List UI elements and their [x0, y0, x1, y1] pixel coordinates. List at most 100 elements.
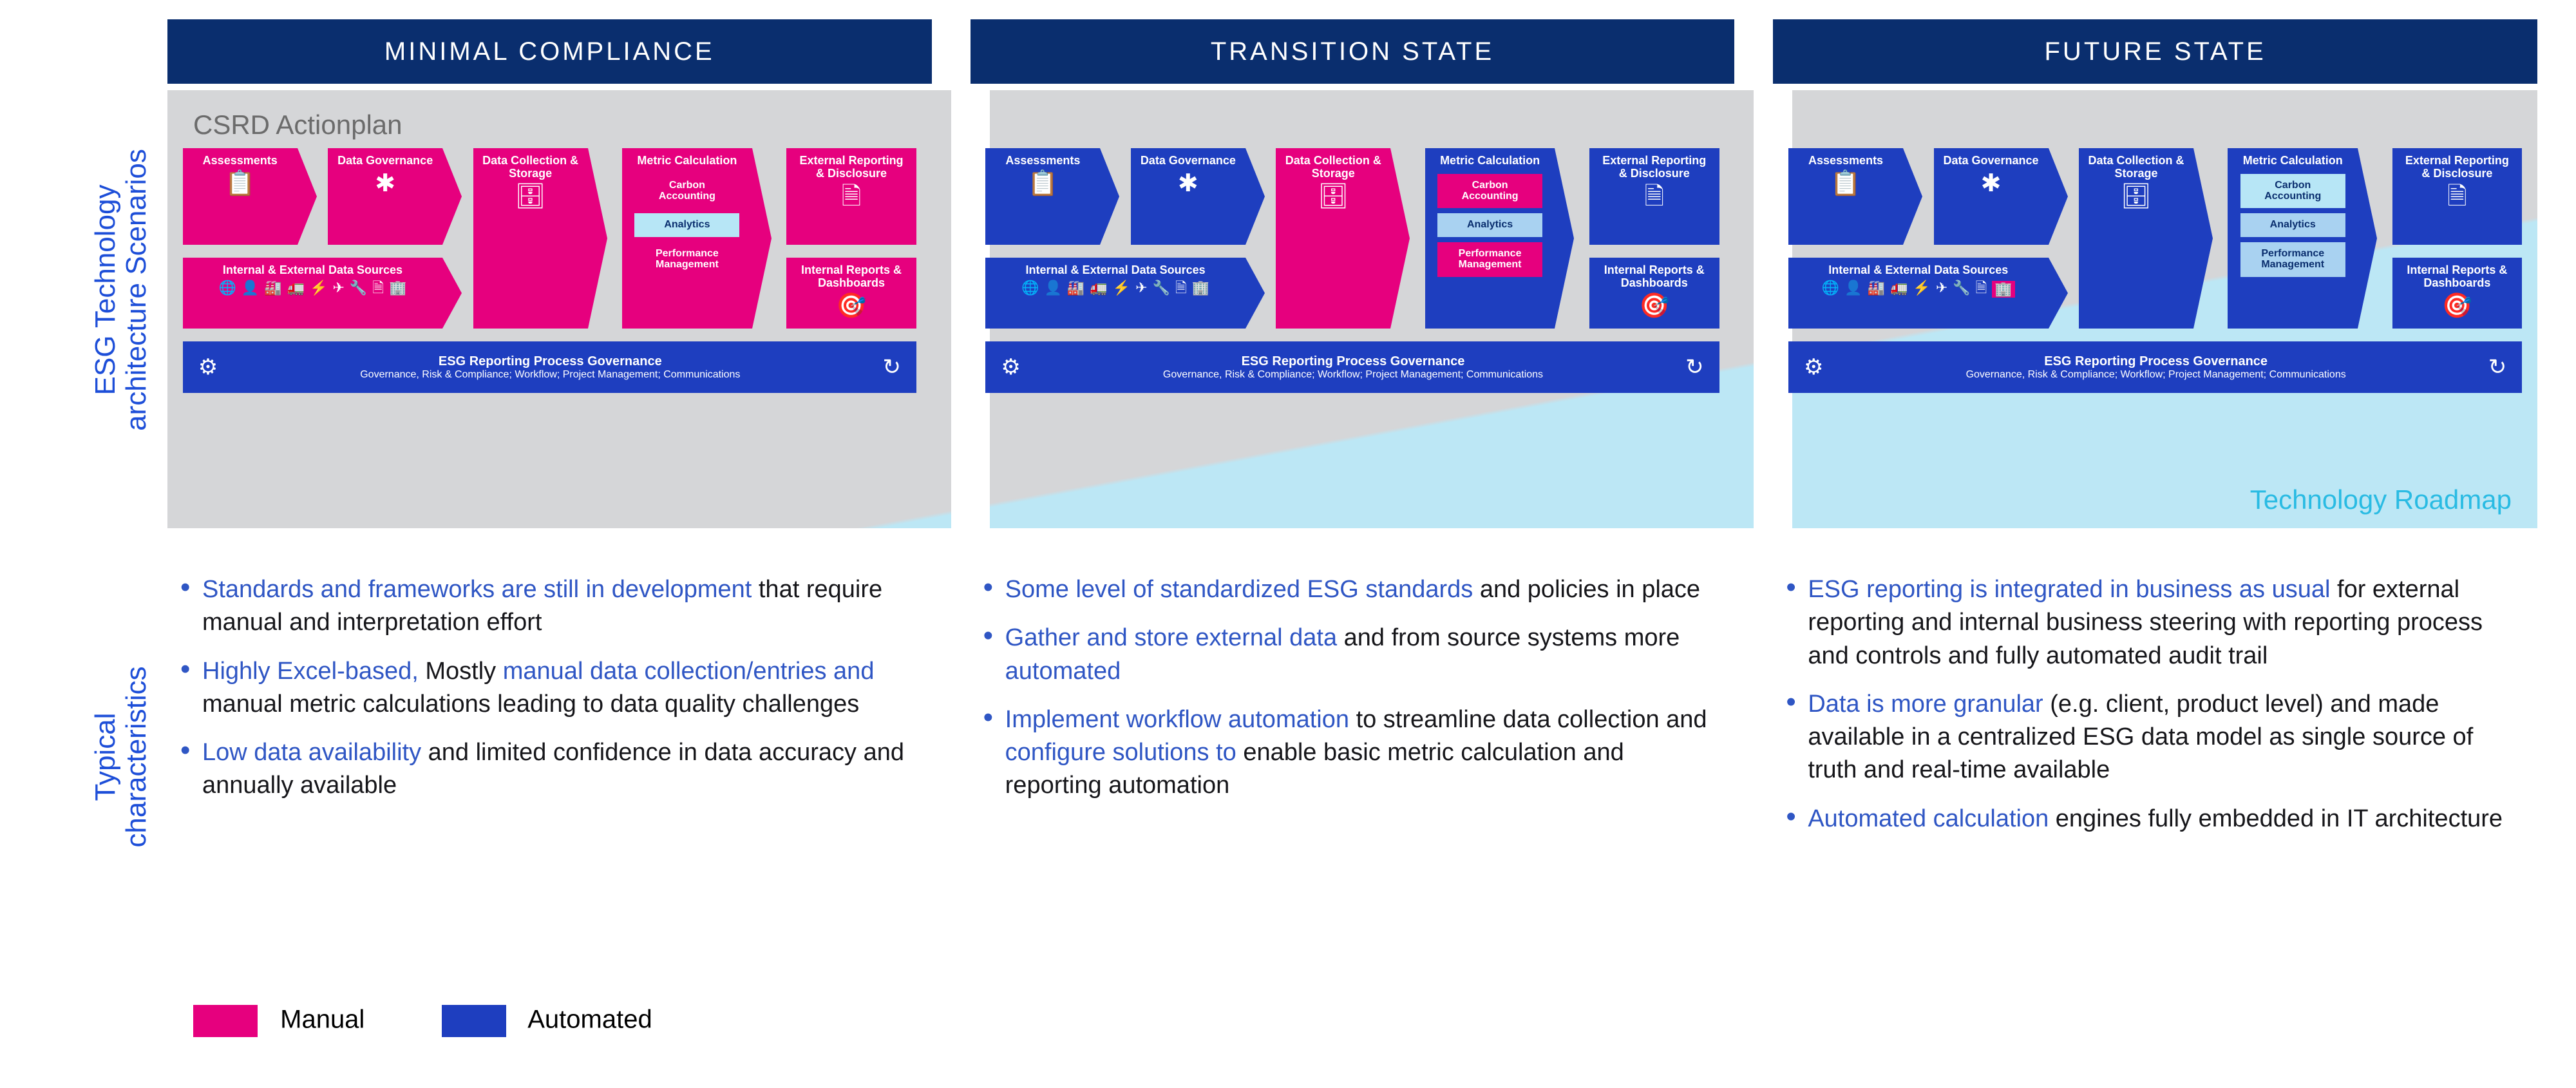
text-run: Standards and frameworks are still in de…: [202, 576, 759, 603]
box-title: Data Governance: [1141, 155, 1236, 167]
characteristics-item: Highly Excel-based, Mostly manual data c…: [180, 655, 906, 721]
scenario-band: CSRD Actionplan Technology Roadmap Asses…: [167, 90, 2537, 528]
text-run: manual metric calculations leading to da…: [202, 691, 859, 718]
text-run: and from source systems more: [1344, 624, 1680, 651]
legend-manual-label: Manual: [280, 1006, 365, 1034]
text-run: Gather and store external data: [1005, 624, 1344, 651]
source-icon: ⚡: [310, 281, 327, 295]
source-icon: 👤: [1045, 281, 1062, 295]
box-title: Internal & External Data Sources: [223, 264, 402, 277]
metric-chip: Analytics: [634, 213, 739, 237]
scenario-panel-3: Assessments📋Data Governance✱Data Collect…: [1773, 90, 2537, 528]
box-icon: 📋: [1028, 171, 1058, 196]
box-reportext: External Reporting& Disclosure🗎: [1589, 148, 1719, 245]
governance-bar: ⚙ESG Reporting Process GovernanceGoverna…: [1788, 341, 2522, 393]
legend-swatch-manual: [193, 1005, 258, 1037]
gov-sub: Governance, Risk & Compliance; Workflow;…: [218, 369, 882, 381]
box-icon: 🗄: [1318, 184, 1349, 209]
box-title: Internal & External Data Sources: [1828, 264, 2008, 277]
source-icon: 🌐: [1021, 281, 1039, 295]
source-icon: 🏢: [1992, 281, 2014, 298]
characteristics-item: Low data availability and limited confid…: [180, 736, 906, 803]
source-icon: 🚛: [1090, 281, 1107, 295]
gov-text: ESG Reporting Process GovernanceGovernan…: [1824, 354, 2488, 381]
scenario-panel-1: Assessments📋Data Governance✱Data Collect…: [167, 90, 932, 528]
box-title: External Reporting& Disclosure: [1602, 155, 1706, 180]
characteristics-item: Gather and store external data and from …: [983, 622, 1709, 688]
box-title: Data Collection &Storage: [482, 155, 578, 180]
box-icon: 🎯: [836, 294, 866, 318]
characteristics-item: Data is more granular (e.g. client, prod…: [1786, 688, 2512, 787]
text-run: Low data availability: [202, 739, 428, 766]
characteristics-list: ESG reporting is integrated in business …: [1786, 573, 2512, 835]
box-title: Assessments: [203, 155, 278, 167]
metric-chip: PerformanceManagement: [634, 242, 739, 277]
column-headers-row: MINIMAL COMPLIANCE TRANSITION STATE FUTU…: [167, 19, 2537, 84]
side-label-scenarios-l1: ESG Technology: [90, 64, 121, 515]
box-title: Metric Calculation: [1440, 155, 1540, 167]
box-icon: 🎯: [1639, 294, 1669, 318]
characteristics-item: Standards and frameworks are still in de…: [180, 573, 906, 640]
box-datacoll: Data Collection &Storage🗄: [2079, 148, 2193, 329]
box-sources: Internal & External Data Sources🌐👤🏭🚛⚡✈🔧🗎…: [985, 258, 1245, 329]
characteristics-list: Standards and frameworks are still in de…: [180, 573, 906, 803]
source-icon: 🏭: [1868, 281, 1885, 298]
text-run: configure solutions to: [1005, 739, 1244, 766]
legend-manual: Manual: [193, 1005, 365, 1037]
source-icon: 🔧: [1953, 281, 1970, 298]
side-label-characteristics: Typical characteristics: [90, 612, 153, 902]
box-icon: ✱: [1178, 171, 1198, 196]
box-icon: 🎯: [2442, 294, 2472, 318]
text-run: manual data collection/entries and: [503, 658, 875, 685]
text-run: Some level of standardized ESG standards: [1005, 576, 1480, 603]
box-title: Internal & External Data Sources: [1026, 264, 1206, 277]
gear-icon: ⚙: [1804, 354, 1823, 380]
scenario-panel-2: Assessments📋Data Governance✱Data Collect…: [971, 90, 1735, 528]
text-run: and policies in place: [1480, 576, 1700, 603]
characteristics-item: ESG reporting is integrated in business …: [1786, 573, 2512, 673]
cycle-icon: ↻: [1685, 354, 1704, 380]
source-icon: 🗎: [372, 281, 384, 295]
source-icon: ✈: [1135, 281, 1147, 295]
gov-text: ESG Reporting Process GovernanceGovernan…: [1021, 354, 1685, 381]
box-reportext: External Reporting& Disclosure🗎: [786, 148, 916, 245]
source-icon: ⚡: [1913, 281, 1930, 298]
box-title: Data Governance: [337, 155, 433, 167]
box-reportext: External Reporting& Disclosure🗎: [2392, 148, 2523, 245]
box-title: Internal Reports &Dashboards: [801, 264, 902, 290]
box-reportint: Internal Reports &Dashboards 🎯: [786, 258, 916, 329]
box-icon: 📋: [225, 171, 255, 196]
source-icon: 🚛: [1890, 281, 1908, 298]
source-icon: 🏢: [1192, 281, 1209, 295]
characteristics-list: Some level of standardized ESG standards…: [983, 573, 1709, 803]
metric-chip: Analytics: [1437, 213, 1542, 237]
source-icon: 👤: [1844, 281, 1862, 298]
metric-chip: PerformanceManagement: [2240, 242, 2345, 277]
gov-sub: Governance, Risk & Compliance; Workflow;…: [1021, 369, 1685, 381]
characteristics-item: Implement workflow automation to streaml…: [983, 703, 1709, 803]
box-sources: Internal & External Data Sources🌐👤🏭🚛⚡✈🔧🗎…: [1788, 258, 2048, 329]
legend-automated-label: Automated: [527, 1006, 652, 1034]
source-icon: 🏭: [1067, 281, 1084, 295]
text-run: Mostly: [425, 658, 502, 685]
text-run: ESG reporting is integrated in business …: [1808, 576, 2337, 603]
metric-chip: Analytics: [2240, 213, 2345, 237]
text-run: Highly Excel-based,: [202, 658, 425, 685]
legend: Manual Automated: [193, 1005, 652, 1037]
gear-icon: ⚙: [1001, 354, 1020, 380]
source-icon: 🌐: [218, 281, 236, 295]
box-reportint: Internal Reports &Dashboards🎯: [2392, 258, 2523, 329]
box-datacoll: Data Collection &Storage🗄: [1276, 148, 1390, 329]
text-run: to streamline data collection and: [1356, 706, 1707, 733]
side-label-scenarios-l2: architecture Scenarios: [121, 64, 152, 515]
legend-automated: Automated: [442, 1005, 652, 1037]
box-title: External Reporting& Disclosure: [800, 155, 904, 180]
source-icon: ✈: [332, 281, 344, 295]
box-sources: Internal & External Data Sources🌐👤🏭🚛⚡✈🔧🗎…: [183, 258, 442, 329]
characteristics-col-3: ESG reporting is integrated in business …: [1773, 554, 2537, 870]
box-title: Data Governance: [1943, 155, 2038, 167]
box-title: Assessments: [1808, 155, 1883, 167]
gov-sub: Governance, Risk & Compliance; Workflow;…: [1824, 369, 2488, 381]
box-assess: Assessments 📋: [183, 148, 298, 245]
metric-chip: CarbonAccounting: [634, 174, 739, 209]
